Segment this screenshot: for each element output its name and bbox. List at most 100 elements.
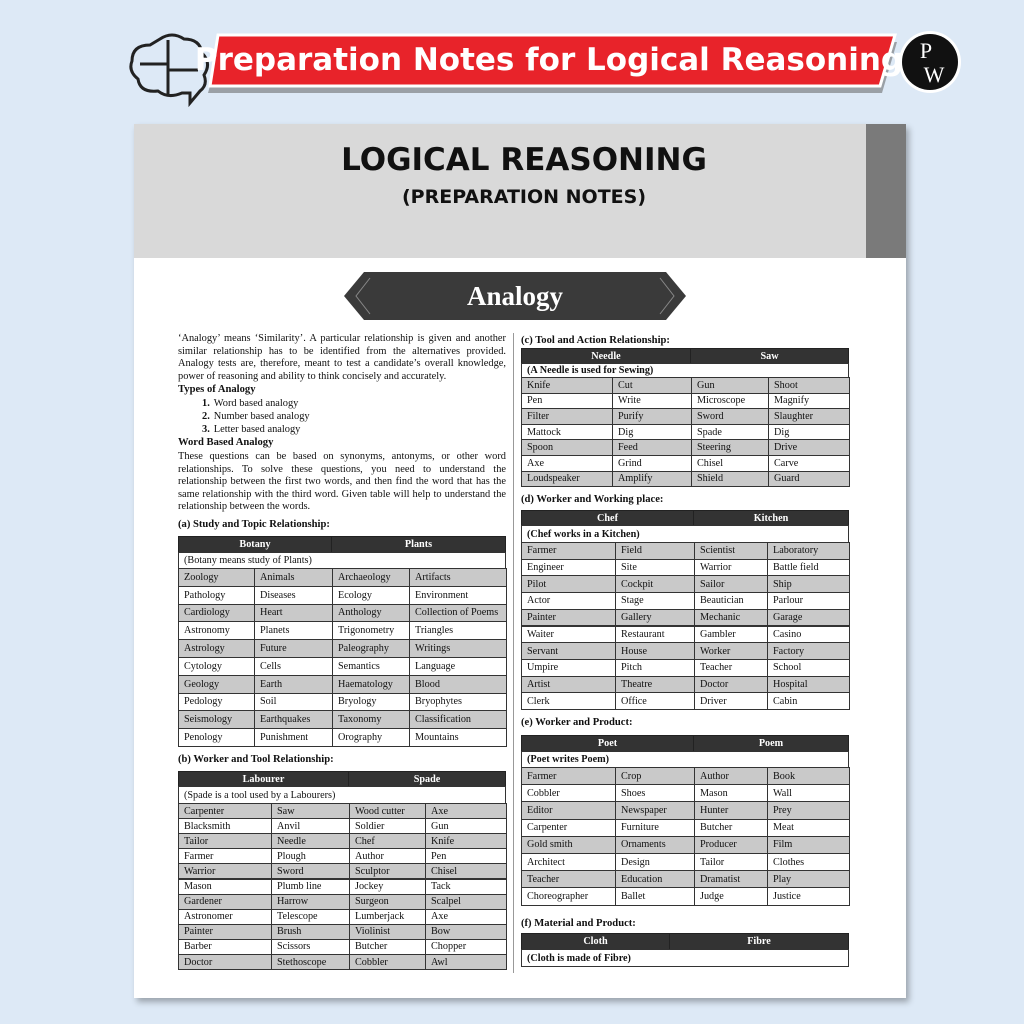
table-cell: Worker	[694, 642, 768, 660]
table-cell: Cobbler	[349, 954, 426, 971]
table-cell: Ecology	[332, 585, 410, 605]
table-cell: Pathology	[178, 585, 255, 605]
table-cell: Doctor	[694, 675, 768, 694]
table-head: Botany	[178, 536, 332, 553]
table-cell: Cytology	[178, 657, 255, 676]
table-cell: Seismology	[178, 710, 255, 730]
table-cell: Gun	[691, 377, 769, 394]
table-cell: Tailor	[694, 853, 768, 872]
table-cell: Painter	[178, 923, 272, 940]
table-cell: Judge	[694, 887, 768, 906]
table-cell: Site	[615, 558, 695, 577]
section-title: Analogy	[467, 281, 564, 311]
section-pill: Analogy	[344, 272, 686, 320]
table-cell: Guard	[768, 470, 850, 488]
table-cell: Beautician	[694, 592, 768, 610]
table-cell: Pen	[521, 392, 613, 410]
table-cell: Engineer	[521, 558, 616, 577]
table-cell: Mason	[178, 878, 272, 895]
table-cell: Warrior	[694, 558, 768, 577]
table-cell: Meat	[767, 818, 850, 837]
table-cell: Mountains	[409, 728, 507, 747]
table-cell: Sword	[691, 408, 769, 425]
table-cell: Filter	[521, 408, 613, 425]
table-cell: Cells	[254, 657, 333, 676]
table-cell: Artifacts	[409, 568, 507, 587]
table-cell: Clothes	[767, 853, 850, 872]
table-cell: Future	[254, 639, 333, 658]
table-cell: Orography	[332, 728, 410, 747]
logo-letter: W	[924, 62, 945, 87]
table-cell: Tack	[425, 878, 507, 895]
table-note: (Cloth is made of Fibre)	[521, 949, 849, 967]
table-cell: Ballet	[615, 887, 695, 906]
table-cell: Casino	[767, 625, 850, 644]
table-cell: Field	[615, 542, 695, 560]
table-cell: Magnify	[768, 392, 850, 410]
table-cell: Bow	[425, 923, 507, 940]
table-cell: Knife	[425, 833, 507, 850]
table-title: (a) Study and Topic Relationship:	[178, 519, 330, 530]
table-cell: Gardener	[178, 893, 272, 910]
pill-shape	[344, 272, 686, 320]
type-text: Word based analogy	[213, 398, 299, 409]
table-cell: Bryophytes	[409, 692, 507, 712]
table-cell: Saw	[271, 803, 350, 820]
pill-edge	[355, 277, 371, 315]
table-cell: Writings	[409, 639, 507, 658]
table-cell: Clerk	[521, 692, 616, 710]
table-cell: Astronomer	[178, 908, 272, 925]
table-cell: Taxonomy	[332, 710, 410, 730]
table-head: Poet	[521, 735, 694, 752]
table-cell: Bryology	[332, 692, 410, 712]
type-item: 2. Number based analogy	[202, 411, 310, 424]
table-cell: Garage	[767, 608, 850, 627]
table-head: Labourer	[178, 771, 349, 787]
table-cell: Book	[767, 767, 850, 786]
table-cell: Wood cutter	[349, 803, 426, 820]
table-title: (f) Material and Product:	[521, 918, 636, 929]
table-cell: Pedology	[178, 692, 255, 712]
table-cell: Driver	[694, 692, 768, 710]
table-cell: Environment	[409, 585, 507, 605]
table-cell: Teacher	[521, 870, 616, 889]
table-cell: Barber	[178, 938, 272, 955]
table-cell: Gallery	[615, 608, 695, 627]
table-cell: Scientist	[694, 542, 768, 560]
table-cell: Harrow	[271, 893, 350, 910]
table-cell: Loudspeaker	[521, 470, 613, 488]
table-cell: Newspaper	[615, 801, 695, 820]
table-cell: Collection of Poems	[409, 603, 507, 623]
table-cell: Carpenter	[521, 818, 616, 837]
table-cell: Ornaments	[615, 835, 695, 854]
table-cell: Chisel	[425, 863, 507, 880]
column-divider	[513, 333, 514, 973]
table-cell: Restaurant	[615, 625, 695, 644]
types-list: 1. Word based analogy 2. Number based analo…	[202, 398, 310, 437]
table-title: (b) Worker and Tool Relationship:	[178, 754, 334, 765]
table-cell: Mason	[694, 784, 768, 803]
table-cell: Pen	[425, 848, 507, 865]
table-cell: Needle	[271, 833, 350, 850]
table-cell: Theatre	[615, 675, 695, 694]
table-cell: Farmer	[521, 542, 616, 560]
type-text: Letter based analogy	[213, 424, 301, 435]
table-head: Chef	[521, 510, 694, 526]
header-subtitle: (PREPARATION NOTES)	[401, 186, 647, 208]
table-cell: Education	[615, 870, 695, 889]
banner: P W Preparation Notes for Logical Reason…	[129, 31, 961, 108]
table-cell: Gambler	[694, 625, 768, 644]
table-cell: Sculptor	[349, 863, 426, 880]
table-cell: Purify	[612, 408, 692, 425]
table-cell: Editor	[521, 801, 616, 820]
table-cell: Parlour	[767, 592, 850, 610]
table-head: Cloth	[521, 933, 670, 950]
table-title: (d) Worker and Working place:	[521, 494, 664, 505]
table-cell: Pilot	[521, 575, 616, 594]
table-cell: Producer	[694, 835, 768, 854]
table-head: Needle	[521, 348, 691, 364]
table-cell: Geology	[178, 674, 255, 694]
table-cell: Paleography	[332, 639, 410, 658]
table-cell: Knife	[521, 377, 613, 394]
type-item: 3. Letter based analogy	[202, 424, 310, 437]
